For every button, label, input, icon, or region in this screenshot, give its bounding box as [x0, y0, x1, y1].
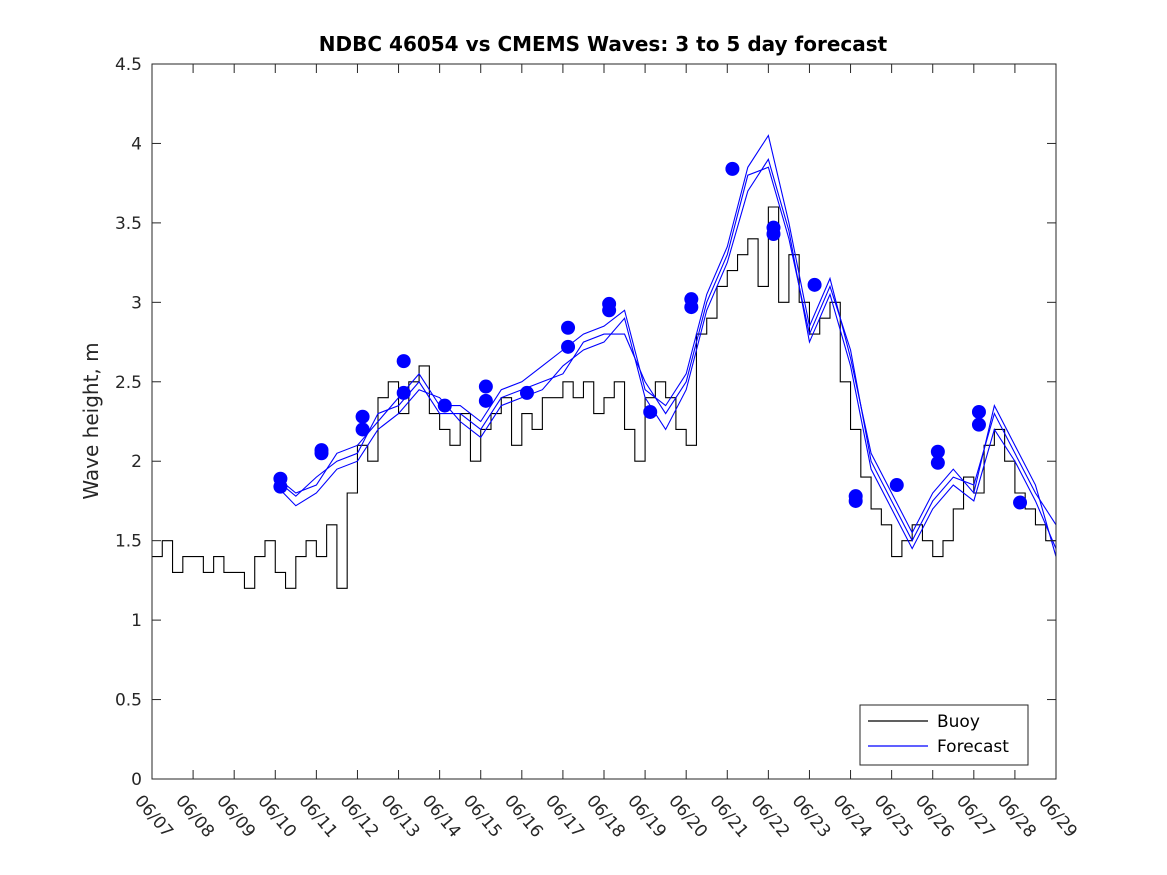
forecast-marker — [971, 417, 986, 432]
forecast-marker — [478, 393, 493, 408]
forecast-marker — [478, 379, 493, 394]
forecast-marker — [848, 493, 863, 508]
forecast-marker — [561, 320, 576, 335]
forecast-marker — [684, 300, 699, 315]
forecast-marker — [930, 455, 945, 470]
forecast-marker — [519, 385, 534, 400]
forecast-marker — [396, 385, 411, 400]
forecast-marker — [725, 161, 740, 176]
forecast-marker — [971, 404, 986, 419]
y-tick-label: 3 — [131, 293, 142, 313]
y-tick-label: 4.5 — [115, 55, 142, 75]
forecast-marker — [437, 398, 452, 413]
y-tick-label: 1 — [131, 611, 142, 631]
forecast-marker — [355, 409, 370, 424]
forecast-marker — [561, 339, 576, 354]
legend-box — [859, 704, 1029, 766]
legend-forecast-label: Forecast — [937, 737, 1009, 757]
forecast-series-line — [280, 158, 1057, 550]
y-axis-label: Wave height, m — [79, 342, 103, 499]
forecast-marker — [766, 227, 781, 242]
y-tick-label: 3.5 — [115, 214, 142, 234]
chart-title: NDBC 46054 vs CMEMS Waves: 3 to 5 day fo… — [319, 32, 888, 56]
forecast-marker — [314, 446, 329, 461]
y-axis: 0 0.5 1 1.5 2 2.5 3 3.5 4 4.5 — [115, 55, 1056, 790]
buoy-series-line — [152, 206, 1056, 589]
forecast-marker — [396, 354, 411, 369]
y-tick-label: 2 — [131, 452, 142, 472]
forecast-marker — [1013, 495, 1028, 510]
y-tick-label: 4 — [131, 134, 142, 154]
forecast-marker — [930, 444, 945, 459]
forecast-marker — [273, 479, 288, 494]
y-tick-label: 0.5 — [115, 691, 142, 711]
forecast-marker — [355, 422, 370, 437]
forecast-marker — [643, 404, 658, 419]
forecast-marker — [807, 277, 822, 292]
legend: Buoy Forecast — [859, 704, 1029, 766]
y-tick-label: 0 — [131, 770, 142, 790]
forecast-marker — [889, 478, 904, 493]
series-layer — [152, 134, 1057, 589]
forecast-marker — [602, 303, 617, 318]
y-tick-label: 1.5 — [115, 532, 142, 552]
legend-buoy-label: Buoy — [937, 712, 980, 732]
y-tick-label: 2.5 — [115, 373, 142, 393]
